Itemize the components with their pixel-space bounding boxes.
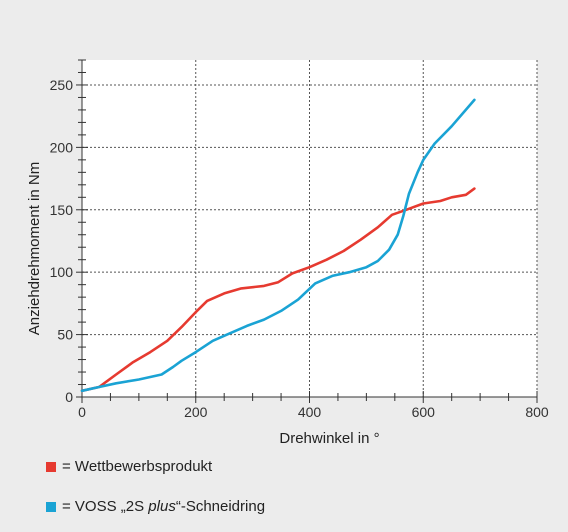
x-axis-title: Drehwinkel in ° xyxy=(279,430,379,447)
y-tick-label-4: 200 xyxy=(50,139,74,155)
legend-swatch-competitor xyxy=(46,461,56,472)
legend-swatch-voss xyxy=(46,501,56,512)
x-tick-label-3: 600 xyxy=(412,404,436,420)
series-line-0 xyxy=(80,187,476,393)
legend-item-voss: = VOSS „2S plus“-Schneidring xyxy=(46,498,265,515)
series-line-1 xyxy=(80,98,476,393)
y-tick-label-1: 50 xyxy=(57,327,73,343)
y-axis-title: Anziehdrehmoment in Nm xyxy=(26,162,43,335)
x-tick-label-2: 400 xyxy=(298,404,322,420)
legend-label-competitor: = Wettbewerbsprodukt xyxy=(62,458,213,475)
legend-label-voss: = VOSS „2S plus“-Schneidring xyxy=(62,498,266,515)
legend-item-competitor: = Wettbewerbsprodukt xyxy=(46,458,212,475)
y-tick-label-3: 150 xyxy=(50,202,74,218)
x-tick-label-1: 200 xyxy=(184,404,208,420)
y-tick-label-2: 100 xyxy=(50,264,74,280)
x-tick-label-4: 800 xyxy=(525,404,549,420)
x-tick-label-0: 0 xyxy=(78,404,86,420)
y-tick-label-5: 250 xyxy=(50,77,74,93)
y-tick-label-0: 0 xyxy=(65,389,73,405)
